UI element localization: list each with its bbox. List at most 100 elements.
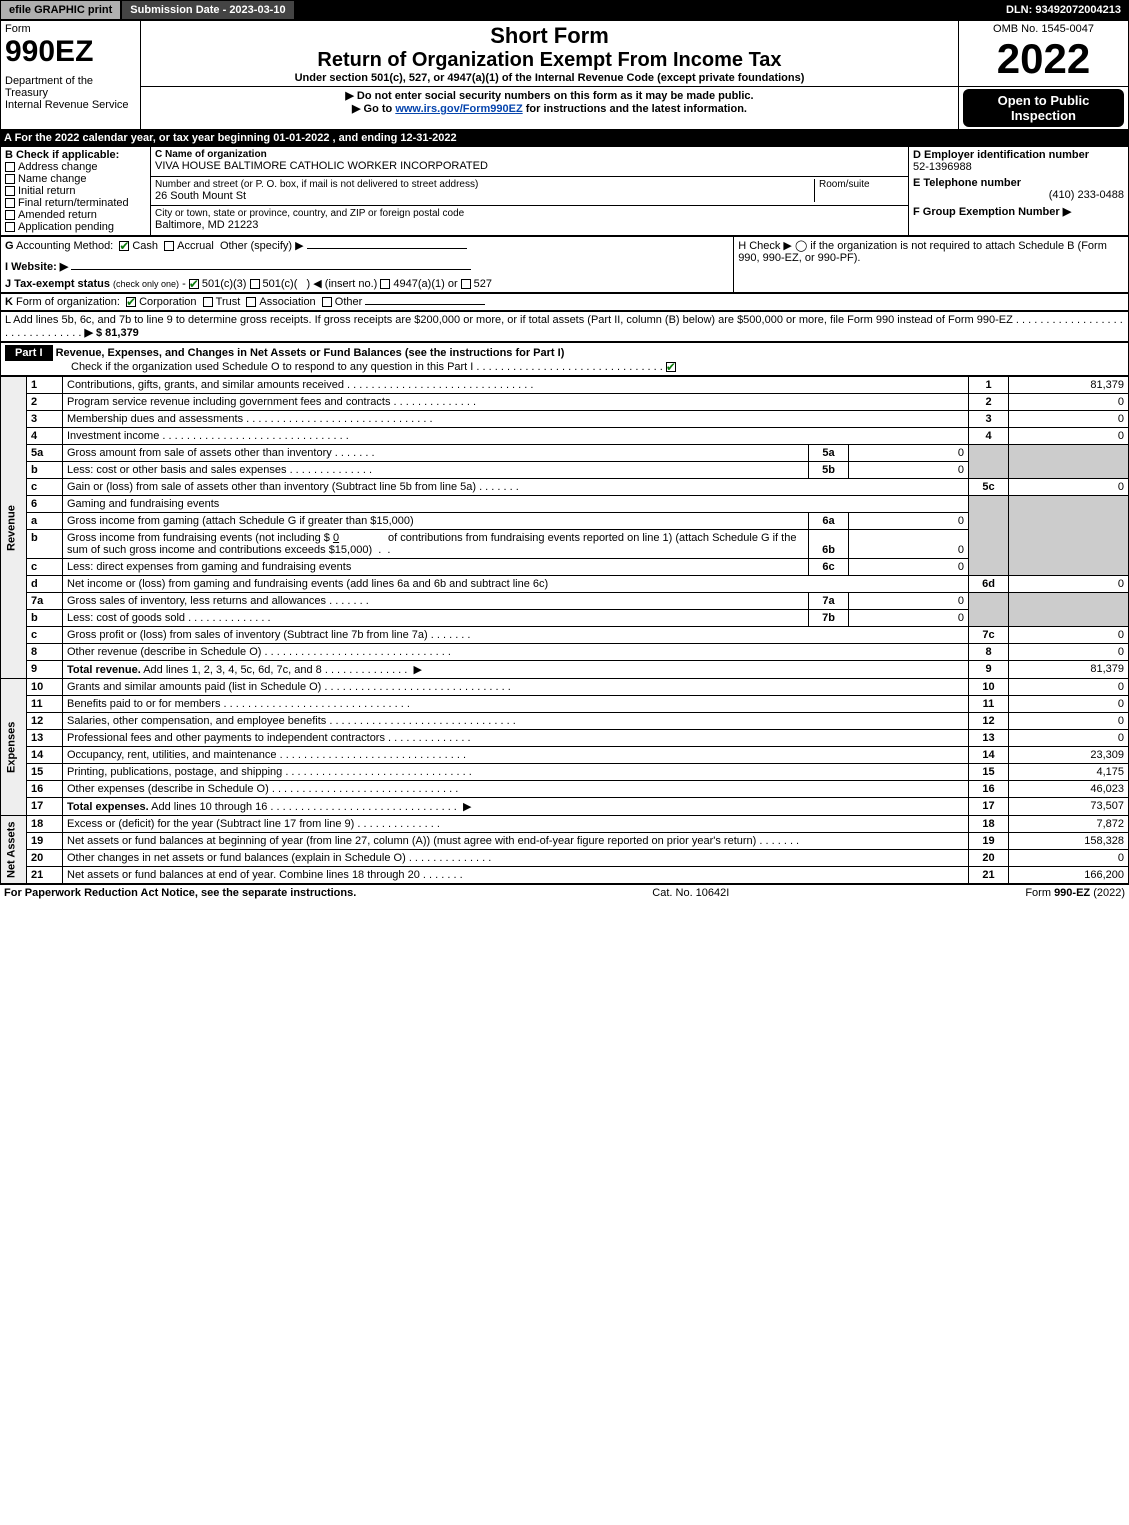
ln-13-v: 0 (1009, 730, 1129, 747)
ln-13-t: Professional fees and other payments to … (63, 730, 969, 747)
ln-7a-mid: 7a (809, 593, 849, 610)
ln-14-v: 23,309 (1009, 747, 1129, 764)
ln-7c-t: Gross profit or (loss) from sales of inv… (63, 627, 969, 644)
line-l: L Add lines 5b, 6c, and 7b to line 9 to … (1, 312, 1129, 342)
ln-5b-mid: 5b (809, 462, 849, 479)
top-bar: efile GRAPHIC print Submission Date - 20… (0, 0, 1129, 20)
ln-12-v: 0 (1009, 713, 1129, 730)
ln-6c-t: Less: direct expenses from gaming and fu… (63, 559, 809, 576)
ln-5a-midv: 0 (849, 445, 969, 462)
ln-12-n: 12 (27, 713, 63, 730)
ln-16-box: 16 (969, 781, 1009, 798)
f-label: F Group Exemption Number ▶ (913, 205, 1124, 218)
ln-12-box: 12 (969, 713, 1009, 730)
line-i: I Website: ▶ (5, 260, 729, 273)
ln-5a-n: 5a (27, 445, 63, 462)
dln-label: DLN: 93492072004213 (998, 1, 1129, 19)
street-value: 26 South Mount St (155, 190, 814, 202)
ln-7c-box: 7c (969, 627, 1009, 644)
ln-6-n: 6 (27, 496, 63, 513)
footer-right: Form 990-EZ (2022) (1025, 887, 1125, 899)
part-i-title: Revenue, Expenses, and Changes in Net As… (56, 347, 565, 359)
ln-3-v: 0 (1009, 411, 1129, 428)
ln-6d-v: 0 (1009, 576, 1129, 593)
ln-8-n: 8 (27, 644, 63, 661)
ln-17-v: 73,507 (1009, 798, 1129, 816)
ln-5b-t: Less: cost or other basis and sales expe… (63, 462, 809, 479)
ln-6c-n: c (27, 559, 63, 576)
opt-amended-return[interactable]: Amended return (5, 209, 146, 221)
ln-9-box: 9 (969, 661, 1009, 679)
ln-5c-t: Gain or (loss) from sale of assets other… (63, 479, 969, 496)
ln-10-t: Grants and similar amounts paid (list in… (63, 679, 969, 696)
section-expenses: Expenses (1, 679, 27, 816)
ln-16-n: 16 (27, 781, 63, 798)
section-revenue: Revenue (1, 377, 27, 679)
ln-6b-n: b (27, 530, 63, 559)
ln-4-t: Investment income (63, 428, 969, 445)
opt-initial-return[interactable]: Initial return (5, 185, 146, 197)
opt-final-return[interactable]: Final return/terminated (5, 197, 146, 209)
ln-7a-t: Gross sales of inventory, less returns a… (63, 593, 809, 610)
section-net-assets: Net Assets (1, 816, 27, 884)
ln-5c-box: 5c (969, 479, 1009, 496)
opt-address-change[interactable]: Address change (5, 161, 146, 173)
efile-print-button[interactable]: efile GRAPHIC print (0, 0, 121, 20)
e-label: E Telephone number (913, 177, 1124, 189)
line-j: J Tax-exempt status (check only one) - 5… (5, 277, 729, 290)
ln-20-v: 0 (1009, 850, 1129, 867)
ln-6c-mid: 6c (809, 559, 849, 576)
org-name: VIVA HOUSE BALTIMORE CATHOLIC WORKER INC… (155, 160, 904, 172)
form-header-table: Form 990EZ Department of the Treasury In… (0, 20, 1129, 130)
ln-21-t: Net assets or fund balances at end of ye… (63, 867, 969, 884)
ln-6d-n: d (27, 576, 63, 593)
footer-cat: Cat. No. 10642I (652, 887, 729, 899)
tax-year: 2022 (963, 35, 1124, 83)
ln-4-v: 0 (1009, 428, 1129, 445)
ln-18-t: Excess or (deficit) for the year (Subtra… (63, 816, 969, 833)
ln-19-n: 19 (27, 833, 63, 850)
goto-post: for instructions and the latest informat… (523, 103, 747, 115)
line-k: K Form of organization: Corporation Trus… (1, 294, 1129, 311)
subtitle: Under section 501(c), 527, or 4947(a)(1)… (145, 72, 954, 84)
ln-4-box: 4 (969, 428, 1009, 445)
ln-3-box: 3 (969, 411, 1009, 428)
ln-6d-t: Net income or (loss) from gaming and fun… (63, 576, 969, 593)
goto-line: ▶ Go to www.irs.gov/Form990EZ for instru… (145, 102, 954, 115)
ln-6a-midv: 0 (849, 513, 969, 530)
ln-2-n: 2 (27, 394, 63, 411)
b-label: B Check if applicable: (5, 149, 146, 161)
ln-21-n: 21 (27, 867, 63, 884)
ln-6a-n: a (27, 513, 63, 530)
ln-6-t: Gaming and fundraising events (63, 496, 969, 513)
ln-16-t: Other expenses (describe in Schedule O) (63, 781, 969, 798)
irs-link[interactable]: www.irs.gov/Form990EZ (395, 103, 522, 115)
city-value: Baltimore, MD 21223 (155, 219, 904, 231)
ln-15-v: 4,175 (1009, 764, 1129, 781)
ln-9-n: 9 (27, 661, 63, 679)
ln-5b-midv: 0 (849, 462, 969, 479)
line-h: H Check ▶ ◯ if the organization is not r… (734, 237, 1129, 293)
ln-6c-midv: 0 (849, 559, 969, 576)
ln-11-t: Benefits paid to or for members (63, 696, 969, 713)
ln-1-v: 81,379 (1009, 377, 1129, 394)
line-g: G Accounting Method: Cash Accrual Other … (5, 239, 729, 252)
ln-6b-t: Gross income from fundraising events (no… (63, 530, 809, 559)
opt-application-pending[interactable]: Application pending (5, 221, 146, 233)
ln-14-t: Occupancy, rent, utilities, and maintena… (63, 747, 969, 764)
ln-5a-t: Gross amount from sale of assets other t… (63, 445, 809, 462)
ln-7a-n: 7a (27, 593, 63, 610)
ln-2-box: 2 (969, 394, 1009, 411)
ln-7a-midv: 0 (849, 593, 969, 610)
form-number: 990EZ (5, 35, 136, 69)
ln-14-n: 14 (27, 747, 63, 764)
ln-6a-mid: 6a (809, 513, 849, 530)
ln-4-n: 4 (27, 428, 63, 445)
ln-1-box: 1 (969, 377, 1009, 394)
ln-17-t: Total expenses. Add lines 10 through 16 … (63, 798, 969, 816)
identity-table: B Check if applicable: Address change Na… (0, 146, 1129, 236)
ln-12-t: Salaries, other compensation, and employ… (63, 713, 969, 730)
ln-16-v: 46,023 (1009, 781, 1129, 798)
opt-name-change[interactable]: Name change (5, 173, 146, 185)
ln-6b-midv: 0 (849, 530, 969, 559)
